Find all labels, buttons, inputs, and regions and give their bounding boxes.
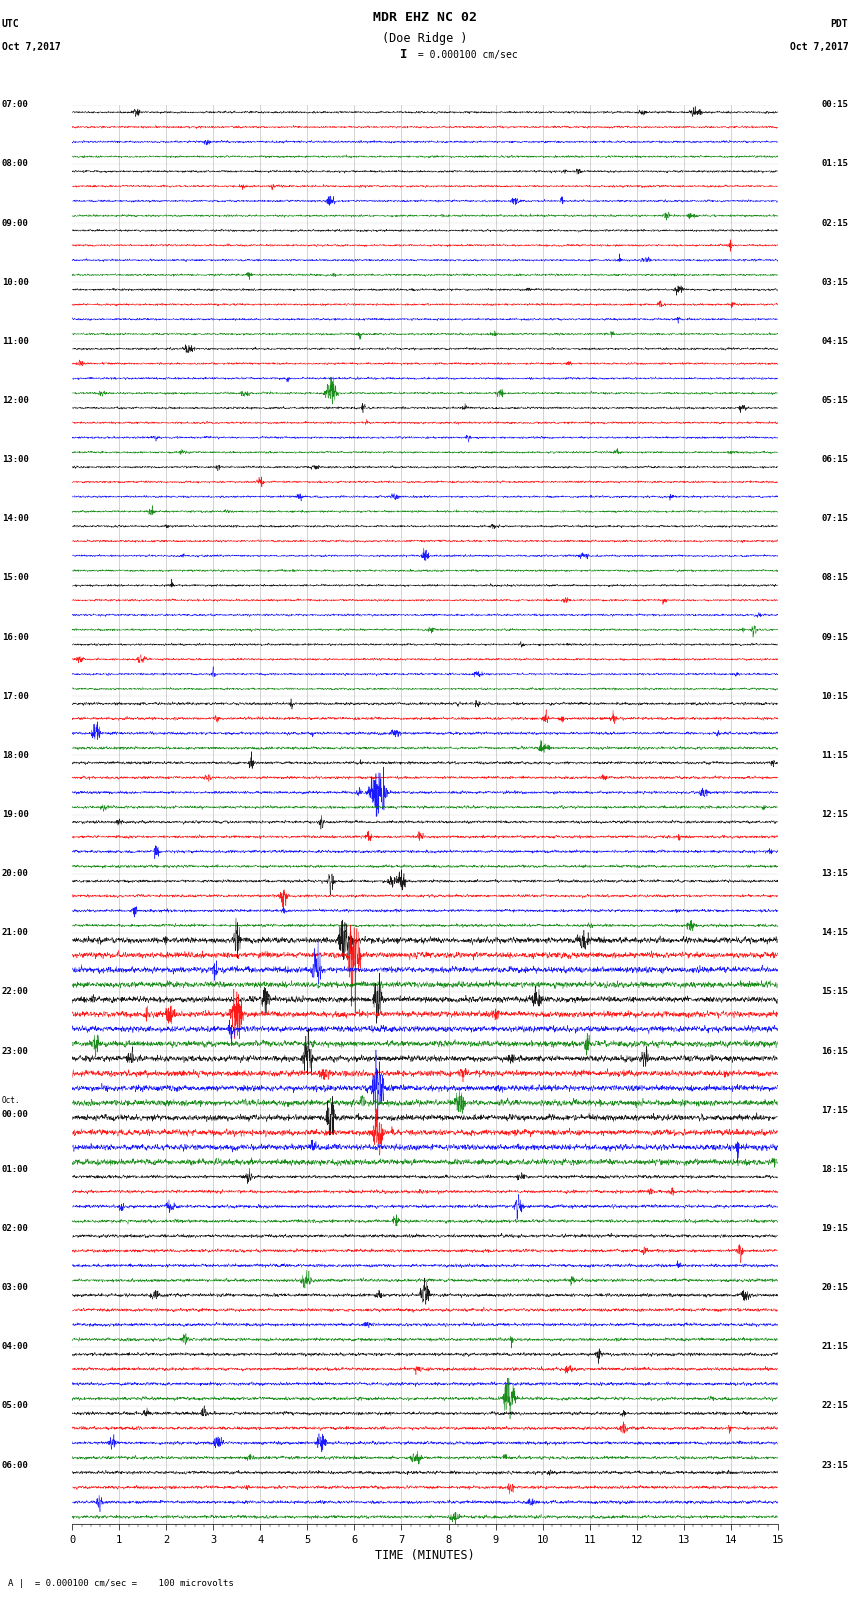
Text: 10:00: 10:00 <box>2 277 29 287</box>
Text: 06:00: 06:00 <box>2 1461 29 1469</box>
Text: 17:00: 17:00 <box>2 692 29 700</box>
Text: 21:15: 21:15 <box>821 1342 848 1352</box>
Text: 06:15: 06:15 <box>821 455 848 465</box>
Text: 23:00: 23:00 <box>2 1047 29 1055</box>
Text: 01:00: 01:00 <box>2 1165 29 1174</box>
Text: Oct.: Oct. <box>2 1097 20 1105</box>
Text: 03:00: 03:00 <box>2 1284 29 1292</box>
Text: 20:15: 20:15 <box>821 1284 848 1292</box>
Text: 05:00: 05:00 <box>2 1402 29 1410</box>
Text: 00:15: 00:15 <box>821 100 848 110</box>
Text: 02:15: 02:15 <box>821 219 848 227</box>
Text: (Doe Ridge ): (Doe Ridge ) <box>382 32 468 45</box>
Text: PDT: PDT <box>830 19 848 29</box>
Text: 01:15: 01:15 <box>821 160 848 168</box>
Text: 04:15: 04:15 <box>821 337 848 345</box>
Text: 22:15: 22:15 <box>821 1402 848 1410</box>
Text: 20:00: 20:00 <box>2 869 29 877</box>
Text: 03:15: 03:15 <box>821 277 848 287</box>
Text: 02:00: 02:00 <box>2 1224 29 1232</box>
Text: 21:00: 21:00 <box>2 929 29 937</box>
Text: 15:00: 15:00 <box>2 574 29 582</box>
Text: 16:15: 16:15 <box>821 1047 848 1055</box>
Text: 09:00: 09:00 <box>2 219 29 227</box>
Text: 13:00: 13:00 <box>2 455 29 465</box>
Text: 07:00: 07:00 <box>2 100 29 110</box>
Text: 09:15: 09:15 <box>821 632 848 642</box>
Text: MDR EHZ NC 02: MDR EHZ NC 02 <box>373 11 477 24</box>
Text: 08:00: 08:00 <box>2 160 29 168</box>
Text: 00:00: 00:00 <box>2 1110 29 1119</box>
Text: UTC: UTC <box>2 19 20 29</box>
Text: I: I <box>400 48 407 61</box>
Text: 11:15: 11:15 <box>821 752 848 760</box>
Text: 18:15: 18:15 <box>821 1165 848 1174</box>
Text: 10:15: 10:15 <box>821 692 848 700</box>
Text: 22:00: 22:00 <box>2 987 29 997</box>
Text: 11:00: 11:00 <box>2 337 29 345</box>
Text: 14:00: 14:00 <box>2 515 29 523</box>
Text: Oct 7,2017: Oct 7,2017 <box>2 42 60 52</box>
Text: Oct 7,2017: Oct 7,2017 <box>790 42 848 52</box>
Text: = 0.000100 cm/sec: = 0.000100 cm/sec <box>412 50 518 60</box>
Text: 12:00: 12:00 <box>2 397 29 405</box>
Text: 08:15: 08:15 <box>821 574 848 582</box>
Text: 14:15: 14:15 <box>821 929 848 937</box>
Text: 23:15: 23:15 <box>821 1461 848 1469</box>
Text: 17:15: 17:15 <box>821 1107 848 1115</box>
Text: A |  = 0.000100 cm/sec =    100 microvolts: A | = 0.000100 cm/sec = 100 microvolts <box>8 1579 235 1589</box>
Text: 19:00: 19:00 <box>2 810 29 819</box>
Text: 04:00: 04:00 <box>2 1342 29 1352</box>
Text: 15:15: 15:15 <box>821 987 848 997</box>
Text: 18:00: 18:00 <box>2 752 29 760</box>
Text: 05:15: 05:15 <box>821 397 848 405</box>
X-axis label: TIME (MINUTES): TIME (MINUTES) <box>375 1548 475 1561</box>
Text: 12:15: 12:15 <box>821 810 848 819</box>
Text: 16:00: 16:00 <box>2 632 29 642</box>
Text: 07:15: 07:15 <box>821 515 848 523</box>
Text: 13:15: 13:15 <box>821 869 848 877</box>
Text: 19:15: 19:15 <box>821 1224 848 1232</box>
